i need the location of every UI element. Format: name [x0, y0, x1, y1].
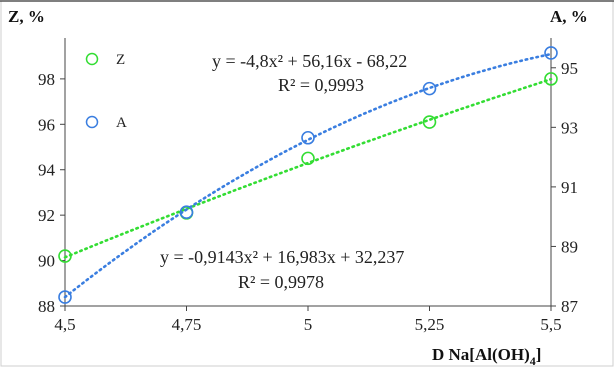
legend-marker-a [85, 115, 99, 129]
trendline-z [63, 77, 553, 259]
y-left-tick-label: 94 [38, 161, 56, 180]
y-left-tick-label: 98 [38, 70, 55, 89]
r2-z: R² = 0,9978 [238, 272, 324, 292]
equation-a: y = -4,8x² + 56,16x - 68,22 [212, 51, 407, 71]
x-title: D Na[Al(OH)4] [432, 345, 541, 367]
trendline-a [63, 52, 553, 299]
y-left-title: Z, % [8, 7, 45, 26]
point-a [179, 205, 194, 219]
equation-z: y = -0,9143x² + 16,983x + 32,237 [160, 247, 404, 267]
data-points [58, 46, 558, 304]
y-left-tick-label: 96 [38, 115, 55, 134]
x-tick-label: 5 [304, 315, 313, 334]
x-tick-label: 5,5 [540, 315, 561, 334]
y-left-tick-label: 88 [38, 297, 55, 316]
ticks-layer: 4,5 4,75 5 5,25 5,5 88 90 92 94 96 98 87 89 91 93 95 [38, 59, 579, 334]
point-z [544, 72, 558, 86]
trendlines [63, 52, 553, 299]
point-a [544, 46, 558, 60]
y-left-tick-label: 92 [38, 206, 55, 225]
y-left-tick-label: 90 [38, 252, 55, 271]
y-right-tick-label: 89 [561, 237, 578, 256]
point-z [58, 249, 72, 263]
x-title-close: ] [536, 345, 542, 364]
y-right-tick-label: 87 [561, 297, 579, 316]
x-title-main: D Na[Al(OH) [432, 345, 530, 364]
legend-marker-z [85, 52, 99, 66]
legend-label-a: A [116, 115, 127, 131]
x-tick-label: 4,5 [54, 315, 75, 334]
point-a [58, 290, 72, 304]
point-z [422, 115, 437, 129]
y-right-title: A, % [550, 7, 588, 26]
x-tick-label: 5,25 [415, 315, 445, 334]
point-a [422, 81, 437, 96]
point-z [301, 151, 315, 166]
legend-label-z: Z [116, 52, 125, 68]
point-a [301, 130, 315, 145]
r2-a: R² = 0,9993 [278, 75, 364, 95]
y-right-tick-label: 91 [561, 178, 578, 197]
legend: Z A [85, 52, 127, 131]
x-title-sub: 4 [530, 354, 536, 367]
y-right-tick-label: 95 [561, 59, 578, 78]
y-right-tick-label: 93 [561, 118, 578, 137]
x-tick-label: 4,75 [172, 315, 202, 334]
